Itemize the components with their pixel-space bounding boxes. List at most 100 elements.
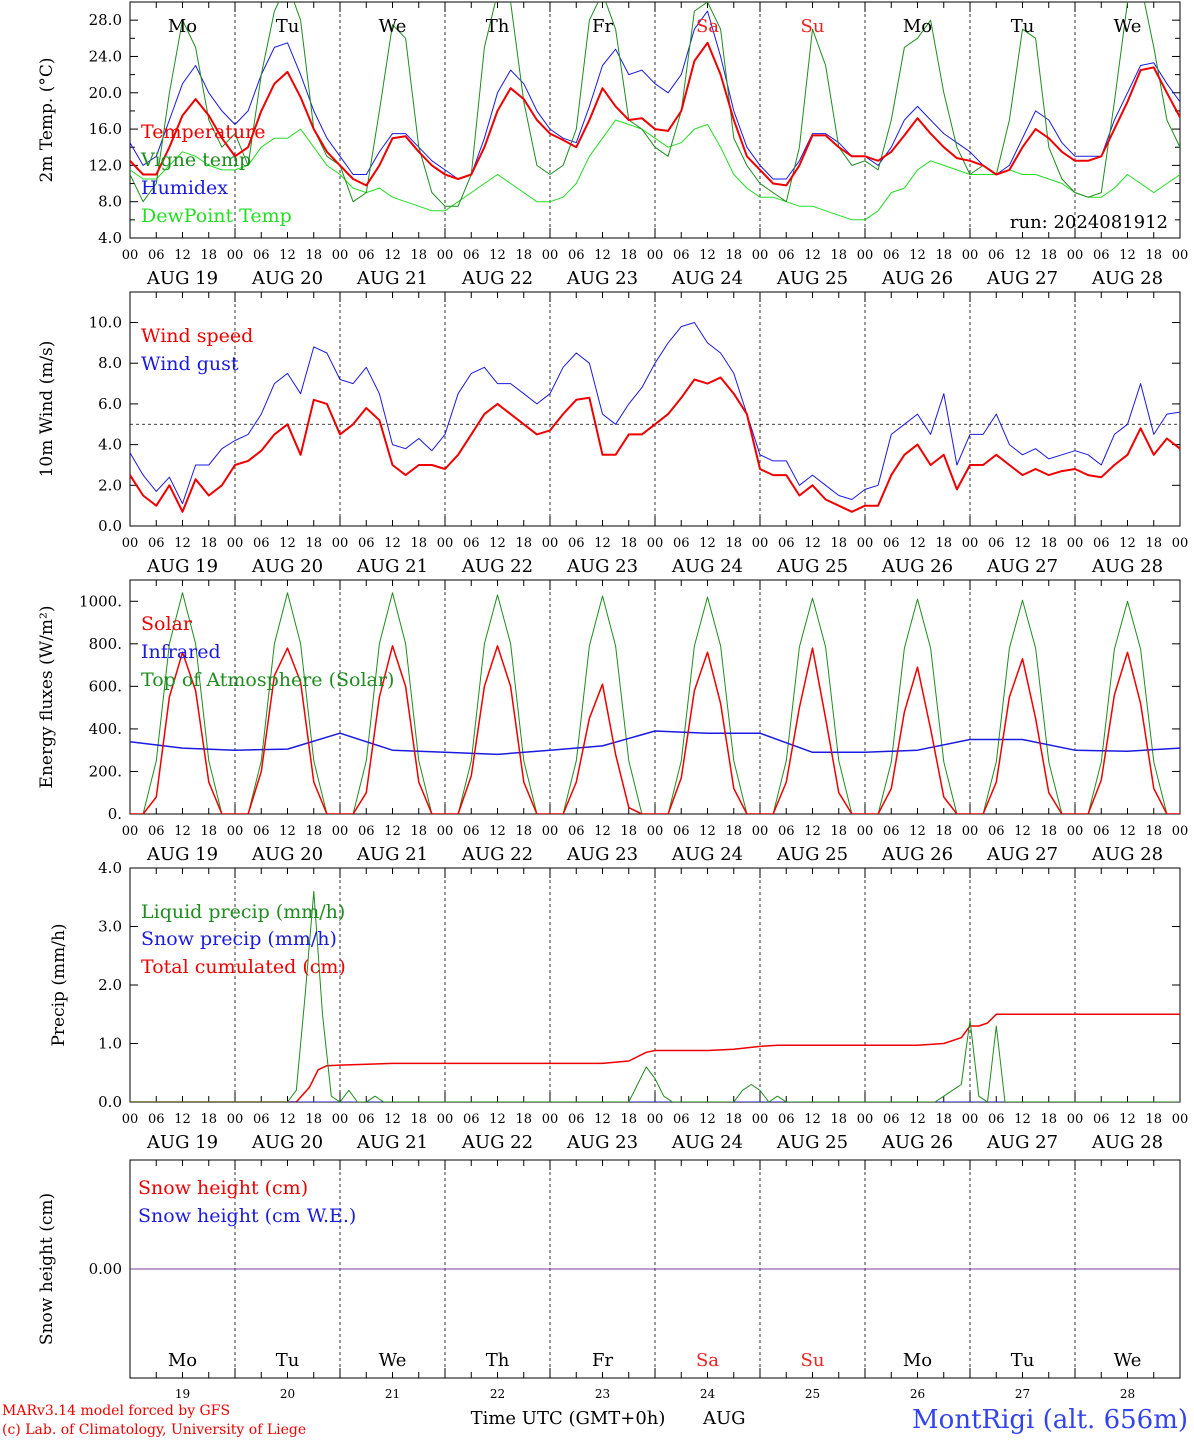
hour-tick-label: 12 (174, 248, 191, 263)
hour-tick-label: 12 (1119, 1112, 1136, 1127)
hour-tick-label: 18 (1145, 1112, 1162, 1127)
hour-tick-label: 06 (988, 1112, 1005, 1127)
day-number-label: 20 (280, 1387, 295, 1401)
hour-tick-label: 00 (1067, 824, 1084, 839)
hour-tick-label: 00 (437, 536, 454, 551)
hour-tick-label: 06 (253, 248, 270, 263)
hour-tick-label: 18 (1145, 536, 1162, 551)
y-tick-label: 12.0 (89, 156, 122, 174)
hour-tick-label: 00 (752, 536, 769, 551)
day-number-label: 24 (700, 1387, 716, 1401)
hour-tick-label: 00 (857, 248, 874, 263)
hour-tick-label: 12 (279, 248, 296, 263)
date-label: AUG 21 (356, 556, 428, 577)
hour-tick-label: 06 (253, 536, 270, 551)
hour-tick-label: 12 (804, 1112, 821, 1127)
hour-tick-label: 00 (227, 536, 244, 551)
hour-tick-label: 00 (332, 536, 349, 551)
series-line-top-of-atmosphere-solar- (130, 592, 1180, 814)
date-label: AUG 25 (776, 556, 848, 577)
hour-tick-label: 00 (122, 536, 139, 551)
hour-tick-label: 06 (988, 824, 1005, 839)
panel-1: 4.0 8.0 12.0 16.0 20.0 24.0 28.0 2m Temp. (°C) T… (37, 1, 1189, 289)
legend-entry: Vigne temp (140, 149, 251, 171)
hour-tick-label: 00 (542, 248, 559, 263)
date-label: AUG 25 (776, 1132, 848, 1153)
date-label: AUG 22 (461, 268, 533, 289)
date-label: AUG 27 (986, 844, 1058, 865)
hour-tick-label: 12 (174, 536, 191, 551)
hour-tick-label: 06 (883, 248, 900, 263)
hour-tick-label: 00 (962, 536, 979, 551)
hour-tick-label: 00 (542, 824, 559, 839)
date-label: AUG 28 (1091, 844, 1163, 865)
hour-tick-label: 18 (515, 536, 532, 551)
y-tick-label: 28.0 (89, 11, 122, 29)
hour-tick-label: 18 (830, 248, 847, 263)
legend-entry: Infrared (141, 641, 221, 663)
hour-tick-label: 06 (988, 536, 1005, 551)
hour-tick-label: 18 (515, 248, 532, 263)
hour-tick-label: 00 (1172, 248, 1189, 263)
weekday-label: Tu (1011, 1350, 1035, 1371)
hour-tick-label: 18 (620, 248, 637, 263)
weekday-label: Tu (276, 16, 300, 37)
hour-tick-label: 18 (410, 824, 427, 839)
y-tick-label: 0. (108, 805, 122, 823)
weekday-label: We (1114, 16, 1142, 37)
hour-tick-label: 06 (358, 536, 375, 551)
legend-entry: Total cumulated (cm) (141, 956, 346, 978)
series-line-humidex (130, 10, 1180, 180)
hour-tick-label: 18 (410, 248, 427, 263)
hour-tick-label: 00 (122, 1112, 139, 1127)
weekday-label: Sa (696, 16, 719, 37)
series-line-infrared (130, 730, 1180, 756)
hour-tick-label: 00 (647, 824, 664, 839)
hour-tick-label: 00 (437, 1112, 454, 1127)
hour-tick-label: 06 (463, 536, 480, 551)
hour-tick-label: 06 (1093, 536, 1110, 551)
hour-tick-label: 12 (909, 824, 926, 839)
legend-entry: Humidex (141, 177, 228, 199)
hour-tick-label: 06 (463, 248, 480, 263)
hour-tick-label: 18 (1145, 248, 1162, 263)
legend-entry: Snow height (cm W.E.) (138, 1205, 356, 1227)
hour-tick-label: 12 (909, 1112, 926, 1127)
hour-tick-label: 00 (1067, 536, 1084, 551)
hour-tick-label: 06 (148, 1112, 165, 1127)
weekday-label: Th (486, 1350, 510, 1371)
hour-tick-label: 18 (1040, 248, 1057, 263)
hour-tick-label: 06 (568, 248, 585, 263)
series-line-total-cumulated-cm- (130, 1013, 1180, 1102)
hour-tick-label: 18 (935, 1112, 952, 1127)
hour-tick-label: 18 (620, 824, 637, 839)
x-axis-title: Time UTC (GMT+0h) (471, 1408, 666, 1429)
hour-tick-label: 12 (384, 1112, 401, 1127)
hour-tick-label: 18 (305, 536, 322, 551)
hour-tick-label: 06 (778, 1112, 795, 1127)
date-label: AUG 26 (881, 268, 953, 289)
weekday-label: Mo (168, 16, 197, 37)
date-label: AUG 21 (356, 1132, 428, 1153)
series-line-wind-speed (130, 376, 1180, 513)
date-label: AUG 23 (566, 844, 638, 865)
hour-tick-label: 18 (410, 536, 427, 551)
y-tick-label: 200. (89, 762, 122, 780)
hour-tick-label: 00 (962, 1112, 979, 1127)
date-label: AUG 20 (251, 1132, 323, 1153)
hour-tick-label: 12 (174, 824, 191, 839)
hour-tick-label: 00 (962, 248, 979, 263)
hour-tick-label: 12 (699, 1112, 716, 1127)
hour-tick-label: 18 (1040, 1112, 1057, 1127)
hour-tick-label: 06 (148, 248, 165, 263)
hour-tick-label: 12 (489, 536, 506, 551)
run-label: run: 2024081912 (1010, 212, 1168, 233)
date-label: AUG 27 (986, 556, 1058, 577)
date-label: AUG 20 (251, 268, 323, 289)
hour-tick-label: 06 (673, 248, 690, 263)
y-tick-label: 8.0 (98, 354, 122, 372)
series-line-wind-gust (130, 322, 1180, 505)
date-label: AUG 23 (566, 1132, 638, 1153)
hour-tick-label: 06 (778, 536, 795, 551)
